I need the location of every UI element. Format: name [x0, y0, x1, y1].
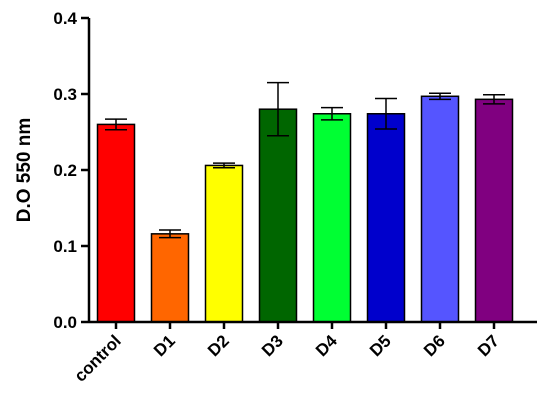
- y-tick-label: 0.0: [53, 313, 77, 332]
- x-tick-label: control: [71, 331, 125, 385]
- x-ticks-layer: control D1 D2 D3 D4 D5 D6 D7: [71, 322, 503, 386]
- bar: [420, 95, 460, 323]
- y-tick-label: 0.1: [53, 237, 77, 256]
- bar: [312, 113, 352, 323]
- x-tick-label: D4: [312, 331, 341, 360]
- bar: [474, 98, 514, 323]
- x-tick-label: D7: [474, 331, 503, 360]
- y-tick-label: 0.3: [53, 85, 77, 104]
- y-tick-label: 0.4: [53, 9, 77, 28]
- y-axis-label: D.O 550 nm: [14, 118, 35, 223]
- bar: [366, 113, 406, 323]
- bar: [96, 123, 136, 323]
- bar: [150, 233, 190, 323]
- y-ticks-layer: 0.0 0.1 0.2 0.3 0.4: [53, 9, 89, 332]
- x-tick-label: D2: [204, 331, 233, 360]
- bar: [204, 164, 244, 323]
- x-tick-label: D3: [258, 331, 287, 360]
- x-tick-label: D6: [420, 331, 449, 360]
- x-tick-label: D1: [150, 331, 179, 360]
- bar: [258, 108, 298, 323]
- bars-layer: [96, 95, 514, 323]
- x-tick-label: D5: [366, 331, 395, 360]
- y-tick-label: 0.2: [53, 161, 77, 180]
- error-bars-layer: [105, 81, 505, 239]
